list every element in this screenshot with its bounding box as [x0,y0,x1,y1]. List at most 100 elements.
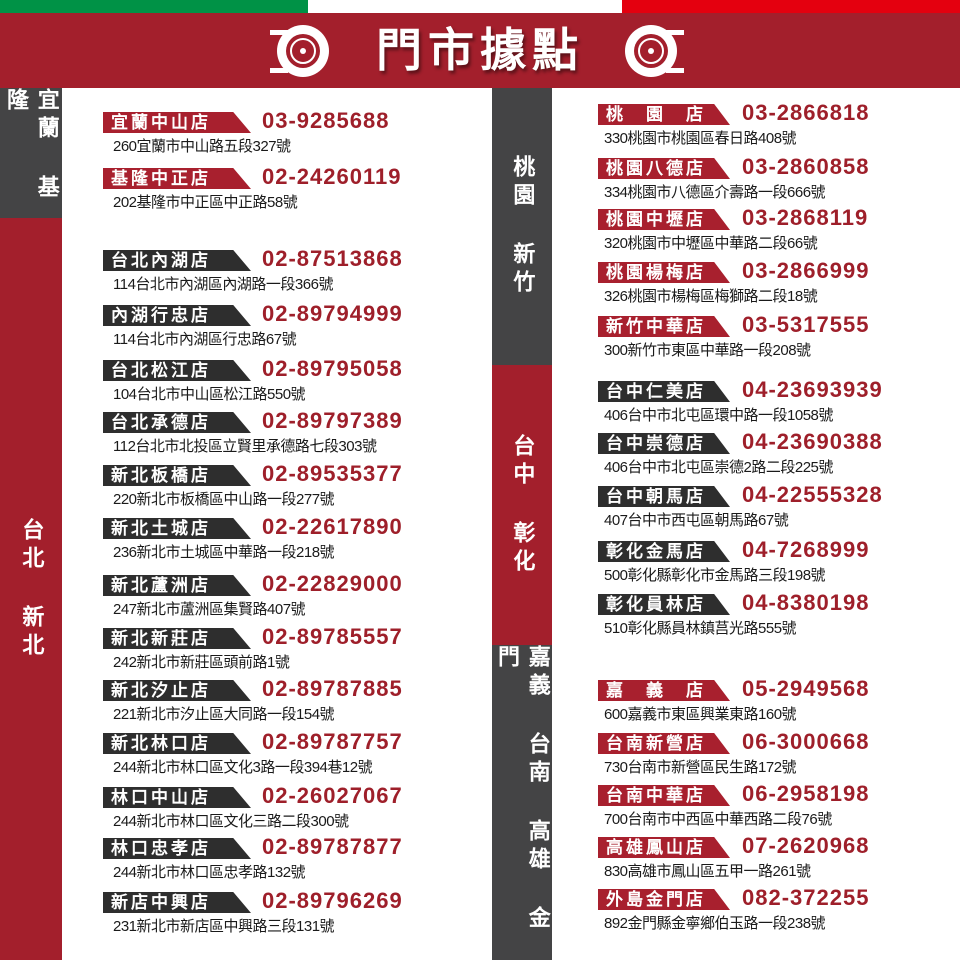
store-address: 202基隆市中正區中正路58號 [113,194,298,211]
store-address: 104台北市中山區松江路550號 [113,386,306,403]
store-phone[interactable]: 02-26027067 [262,783,403,808]
tire-icon [625,25,684,77]
store-address: 260宜蘭市中山路五段327號 [113,138,291,155]
store-address: 326桃園市楊梅區梅獅路二段18號 [604,288,818,305]
store-phone[interactable]: 04-7268999 [742,537,870,562]
store-name: 桃園八德店 [598,158,730,179]
store-name: 新北林口店 [103,733,251,754]
store-name: 新竹中華店 [598,316,730,337]
tire-icon [270,25,329,77]
store-name: 宜蘭中山店 [103,112,251,133]
store-phone[interactable]: 02-89787757 [262,729,403,754]
header-banner [0,13,960,88]
region-label: 台北 新北 [0,218,62,960]
region-label: 嘉義 台南 高雄 金門 [492,645,552,960]
store-phone[interactable]: 04-23690388 [742,429,883,454]
store-phone[interactable]: 02-89797389 [262,408,403,433]
store-name: 台北內湖店 [103,250,251,271]
store-phone[interactable]: 03-9285688 [262,108,390,133]
store-address: 242新北市新莊區頭前路1號 [113,654,290,671]
store-name: 新北蘆洲店 [103,575,251,596]
store-phone[interactable]: 05-2949568 [742,676,870,701]
store-phone[interactable]: 04-23693939 [742,377,883,402]
store-address: 320桃園市中壢區中華路二段66號 [604,235,818,252]
store-name: 內湖行忠店 [103,305,251,326]
store-name: 林口中山店 [103,787,251,808]
store-name: 彰化員林店 [598,594,730,615]
store-name: 新北土城店 [103,518,251,539]
store-address: 236新北市土城區中華路一段218號 [113,544,335,561]
store-name: 台北承德店 [103,412,251,433]
store-phone[interactable]: 06-3000668 [742,729,870,754]
store-name: 彰化金馬店 [598,541,730,562]
store-phone[interactable]: 03-2866818 [742,100,870,125]
store-phone[interactable]: 04-22555328 [742,482,883,507]
store-phone[interactable]: 02-89796269 [262,888,403,913]
store-address: 300新竹市東區中華路一段208號 [604,342,811,359]
store-address: 510彰化縣員林鎮莒光路555號 [604,620,797,637]
store-phone[interactable]: 02-87513868 [262,246,403,271]
store-address: 231新北市新店區中興路三段131號 [113,918,335,935]
flag-stripe-green [0,0,308,13]
store-phone[interactable]: 02-89794999 [262,301,403,326]
store-name: 嘉 義 店 [598,680,730,701]
store-name: 新北汐止店 [103,680,251,701]
store-name: 新北新莊店 [103,628,251,649]
store-address: 600嘉義市東區興業東路160號 [604,706,797,723]
flag-stripe-red [622,0,960,13]
region-label: 桃園 新竹 [492,88,552,365]
store-address: 244新北市林口區忠孝路132號 [113,864,306,881]
store-phone[interactable]: 082-372255 [742,885,870,910]
store-name: 台南中華店 [598,785,730,806]
store-phone[interactable]: 02-89795058 [262,356,403,381]
store-address: 112台北市北投區立賢里承德路七段303號 [113,438,377,455]
store-name: 林口忠孝店 [103,838,251,859]
store-name: 桃園楊梅店 [598,262,730,283]
store-address: 244新北市林口區文化三路二段300號 [113,813,349,830]
store-address: 114台北市內湖區內湖路一段366號 [113,276,333,293]
store-phone[interactable]: 02-22829000 [262,571,403,596]
store-name: 新店中興店 [103,892,251,913]
region-label: 宜蘭 基隆 [0,88,62,218]
store-name: 桃園中壢店 [598,209,730,230]
store-name: 高雄鳳山店 [598,837,730,858]
store-phone[interactable]: 03-2866999 [742,258,870,283]
store-phone[interactable]: 02-24260119 [262,164,402,189]
store-phone[interactable]: 03-5317555 [742,312,870,337]
store-phone[interactable]: 02-89787877 [262,834,403,859]
store-phone[interactable]: 02-89785557 [262,624,403,649]
store-name: 新北板橋店 [103,465,251,486]
store-phone[interactable]: 03-2868119 [742,205,869,230]
page-title: 門市據點 [376,24,584,76]
store-name: 桃 園 店 [598,104,730,125]
store-phone[interactable]: 06-2958198 [742,781,870,806]
store-address: 244新北市林口區文化3路一段394巷12號 [113,759,373,776]
store-phone[interactable]: 02-22617890 [262,514,403,539]
store-address: 406台中市北屯區崇德2路二段225號 [604,459,833,476]
store-phone[interactable]: 02-89535377 [262,461,403,486]
store-phone[interactable]: 03-2860858 [742,154,870,179]
store-name: 台南新營店 [598,733,730,754]
store-address: 330桃園市桃園區春日路408號 [604,130,797,147]
store-address: 700台南市中西區中華西路二段76號 [604,811,832,828]
store-phone[interactable]: 02-89787885 [262,676,403,701]
store-address: 334桃園市八德區介壽路一段666號 [604,184,826,201]
store-name: 基隆中正店 [103,168,251,189]
store-address: 247新北市蘆洲區集賢路407號 [113,601,306,618]
store-address: 221新北市汐止區大同路一段154號 [113,706,335,723]
store-name: 外島金門店 [598,889,730,910]
store-name: 台北松江店 [103,360,251,381]
store-phone[interactable]: 04-8380198 [742,590,870,615]
flag-stripe-white [308,0,622,13]
store-phone[interactable]: 07-2620968 [742,833,870,858]
store-address: 730台南市新營區民生路172號 [604,759,797,776]
store-address: 114台北市內湖區行忠路67號 [113,331,297,348]
store-address: 406台中市北屯區環中路一段1058號 [604,407,833,424]
region-label: 台中 彰化 [492,365,552,645]
store-address: 407台中市西屯區朝馬路67號 [604,512,789,529]
store-address: 500彰化縣彰化市金馬路三段198號 [604,567,826,584]
store-address: 892金門縣金寧鄉伯玉路一段238號 [604,915,826,932]
store-name: 台中仁美店 [598,381,730,402]
store-name: 台中崇德店 [598,433,730,454]
store-name: 台中朝馬店 [598,486,730,507]
